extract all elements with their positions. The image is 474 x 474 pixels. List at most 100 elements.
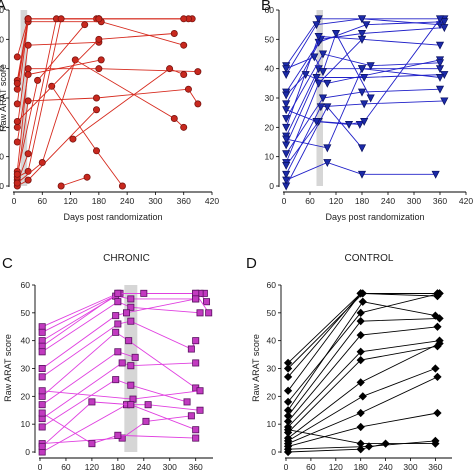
x-tick-label: 120 bbox=[63, 196, 77, 206]
chart-panel-a: 0 10 20 30 40 50 60 0 60 120 180 240 300 360 420 Days p… bbox=[0, 0, 219, 222]
panel-label: A bbox=[0, 0, 6, 14]
data-point bbox=[24, 167, 32, 175]
series-path bbox=[41, 362, 196, 419]
data-point bbox=[180, 41, 188, 49]
series-line bbox=[282, 159, 440, 185]
data-point bbox=[142, 417, 150, 425]
data-point bbox=[440, 97, 449, 106]
y-tick-label: 40 bbox=[267, 336, 277, 346]
data-point bbox=[166, 65, 174, 73]
series-path bbox=[41, 301, 201, 353]
data-point bbox=[192, 337, 200, 345]
data-point bbox=[356, 289, 365, 298]
series-path bbox=[41, 379, 188, 428]
series-line bbox=[13, 21, 89, 178]
series-line bbox=[13, 29, 178, 125]
x-tick-label: 180 bbox=[355, 196, 369, 206]
data-point bbox=[184, 85, 192, 93]
series-path bbox=[16, 18, 184, 90]
series-path bbox=[16, 18, 29, 84]
series-path bbox=[285, 59, 441, 96]
series-path bbox=[285, 88, 441, 154]
data-point bbox=[127, 362, 135, 370]
series-line bbox=[283, 289, 444, 407]
data-point bbox=[140, 289, 148, 297]
series-path bbox=[285, 100, 445, 175]
data-point bbox=[283, 447, 293, 457]
data-point bbox=[282, 150, 291, 159]
data-point bbox=[38, 387, 46, 395]
series-path bbox=[286, 68, 441, 149]
data-point bbox=[283, 372, 293, 381]
data-point bbox=[358, 297, 367, 306]
series-path bbox=[285, 18, 441, 75]
data-point bbox=[95, 15, 103, 23]
data-point bbox=[282, 115, 291, 123]
x-tick-label: 60 bbox=[306, 462, 316, 472]
x-tick-label: 360 bbox=[189, 462, 203, 472]
data-point bbox=[114, 289, 122, 297]
data-point bbox=[282, 162, 291, 170]
y-tick-label: 60 bbox=[267, 280, 277, 290]
series-path bbox=[42, 390, 201, 400]
series-path bbox=[72, 68, 184, 140]
y-tick-label: 10 bbox=[267, 419, 277, 429]
series-path bbox=[16, 68, 198, 172]
data-point bbox=[38, 328, 46, 336]
data-point bbox=[282, 106, 291, 115]
y-tick-label: 0 bbox=[0, 181, 4, 191]
data-point bbox=[112, 328, 120, 336]
data-point bbox=[196, 387, 204, 395]
chart-panel-b: 0 10 20 30 40 50 60 0 60 120 180 240 300 360 420 Days p… bbox=[261, 0, 473, 222]
x-tick-label: 120 bbox=[85, 462, 99, 472]
data-point bbox=[170, 115, 178, 123]
data-point bbox=[282, 170, 291, 179]
data-point bbox=[366, 94, 375, 103]
data-point bbox=[192, 359, 200, 367]
data-point bbox=[93, 94, 101, 102]
data-point bbox=[435, 15, 445, 24]
data-point bbox=[433, 322, 442, 331]
data-point bbox=[360, 100, 369, 109]
series-path bbox=[285, 21, 445, 93]
data-point bbox=[38, 442, 46, 450]
series-path bbox=[285, 68, 440, 137]
series-line bbox=[57, 173, 91, 190]
data-point bbox=[192, 434, 200, 442]
data-point bbox=[433, 408, 442, 418]
x-tick-label: 300 bbox=[403, 462, 417, 472]
series-path bbox=[285, 18, 445, 66]
data-point bbox=[38, 423, 46, 431]
series-line bbox=[13, 15, 32, 87]
data-point bbox=[194, 100, 202, 108]
data-point bbox=[38, 373, 46, 381]
series-path bbox=[41, 295, 196, 342]
data-point bbox=[112, 376, 120, 384]
panel-label: D bbox=[246, 255, 257, 272]
x-tick-label: 120 bbox=[329, 196, 343, 206]
series-path bbox=[60, 176, 88, 187]
series-line bbox=[38, 317, 200, 381]
data-point bbox=[357, 88, 367, 97]
data-point bbox=[13, 79, 21, 87]
data-point bbox=[435, 41, 445, 50]
series-line bbox=[38, 401, 204, 456]
series-path bbox=[41, 401, 196, 447]
series-line bbox=[13, 56, 188, 187]
x-tick-label: 240 bbox=[381, 196, 395, 206]
data-point bbox=[13, 179, 21, 187]
x-tick-label: 180 bbox=[111, 462, 125, 472]
data-point bbox=[282, 100, 291, 109]
y-axis-label: Raw ARAT score bbox=[251, 334, 261, 402]
series-line bbox=[13, 18, 188, 108]
data-point bbox=[301, 71, 310, 79]
y-tick-label: 60 bbox=[0, 5, 4, 15]
series-line bbox=[38, 398, 200, 450]
data-point bbox=[123, 309, 131, 317]
data-point bbox=[431, 439, 440, 448]
x-tick-label: 420 bbox=[205, 196, 219, 206]
data-point bbox=[356, 330, 365, 340]
data-point bbox=[24, 15, 32, 23]
panel-title: CHRONIC bbox=[103, 253, 150, 264]
y-tick-label: 20 bbox=[265, 122, 275, 132]
